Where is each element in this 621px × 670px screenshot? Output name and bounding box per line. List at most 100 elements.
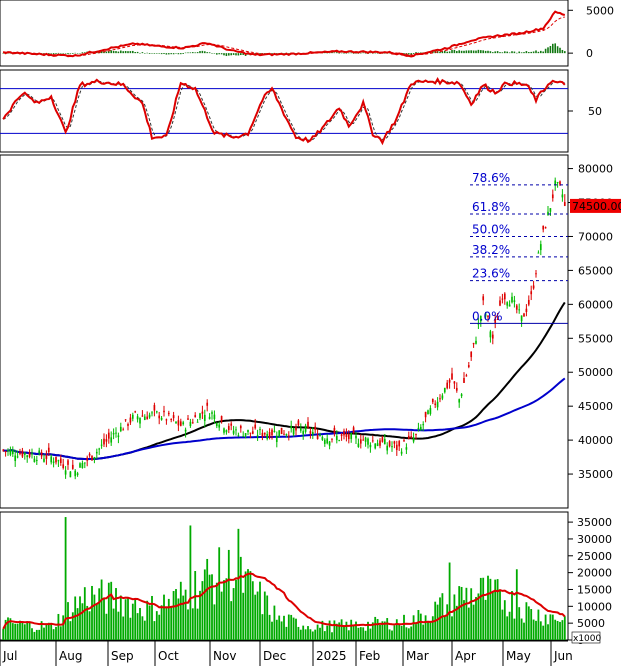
volume-bar [475,596,477,640]
macd-histogram-bar [242,53,244,55]
volume-bar [347,630,350,640]
volume-bar [31,628,33,640]
macd-histogram-bar [439,51,441,54]
macd-histogram-bar [417,52,420,54]
candle-body [539,244,542,251]
macd-histogram-bar [336,52,338,54]
macd-histogram-bar [192,52,194,54]
volume-bar [424,615,427,640]
candle-body [511,296,513,303]
candle-body [410,436,413,438]
volume-bar [139,608,141,640]
volume-bar [158,614,161,640]
volume-bar [16,623,19,640]
macd-histogram-bar [441,51,444,54]
candle-body [563,202,566,206]
candle-body [16,456,19,458]
volume-bar [45,624,48,640]
macd-tick-label: 0 [586,47,593,60]
candle-body [304,425,307,432]
macd-histogram-bar [501,52,504,54]
candle-body [179,421,182,426]
volume-bar [23,624,26,640]
candle-body [191,422,194,424]
macd-histogram-bar [528,52,530,54]
volume-bar [362,627,365,640]
candle-body [532,285,535,289]
candle-body [544,227,547,229]
candle-body [347,434,350,440]
volume-bar [302,625,305,640]
volume-bar [146,600,149,640]
volume-bar [335,623,338,640]
candle-body [172,415,175,419]
macd-histogram-bar [151,53,153,54]
candle-body [275,436,278,443]
macd-histogram-bar [465,50,468,54]
volume-bar [458,586,461,640]
candle-body [328,441,331,446]
candle-body [395,444,398,451]
volume-bar [393,625,396,640]
macd-histogram-bar [180,53,182,55]
volume-bar [268,614,271,640]
macd-histogram-bar [218,53,220,55]
volume-bar [467,607,470,640]
macd-histogram-bar [69,53,72,54]
macd-histogram-bar [60,53,62,54]
candle-body [263,432,266,435]
candle-body [153,405,156,411]
volume-bar [52,629,55,640]
volume-bar [283,615,285,640]
macd-histogram-bar [554,43,556,54]
candle-body [199,413,201,419]
volume-bar [119,595,122,640]
volume-bar [491,591,494,640]
candle-body [292,428,295,435]
volume-bar [76,608,79,640]
macd-histogram-bar [477,49,480,54]
volume-bar [215,582,218,640]
volume-bar [443,615,446,640]
macd-histogram-bar [52,53,55,55]
volume-bar [206,558,209,640]
candle-body [227,426,230,430]
macd-histogram-bar [120,50,122,54]
candle-body [515,305,518,310]
volume-bar [71,612,74,640]
volume-bar [50,623,53,640]
volume-bar [417,610,420,640]
candle-body [103,438,105,445]
macd-histogram-bar [163,53,165,55]
macd-histogram-bar [480,50,482,54]
candle-body [146,416,149,420]
stochastic-k-line [2,77,566,146]
macd-histogram-bar [364,53,367,54]
macd-histogram-bar [122,51,124,54]
candle-body [547,211,549,215]
volume-bar [403,614,405,640]
macd-histogram-bar [463,50,465,54]
candle-body [2,449,5,451]
candle-body [155,411,158,413]
candle-body [278,430,281,437]
candle-body [321,436,324,440]
candle-body [268,432,271,438]
macd-histogram-bar [196,52,199,54]
price-tick-label: 40000 [578,434,613,447]
candle-body [412,437,415,442]
candle-body [105,439,108,442]
candle-body [285,434,288,436]
macd-histogram-bar [127,51,129,54]
volume-bar [28,621,31,640]
candle-body [136,416,139,420]
macd-histogram-bar [547,47,549,54]
candle-body [187,418,189,420]
macd-histogram-bar [345,53,348,54]
macd-histogram-bar [223,53,225,56]
candle-body [163,410,165,413]
price-tick-label: 35000 [578,468,613,481]
macd-histogram-bar [62,53,64,54]
x-axis-label: May [506,649,531,663]
